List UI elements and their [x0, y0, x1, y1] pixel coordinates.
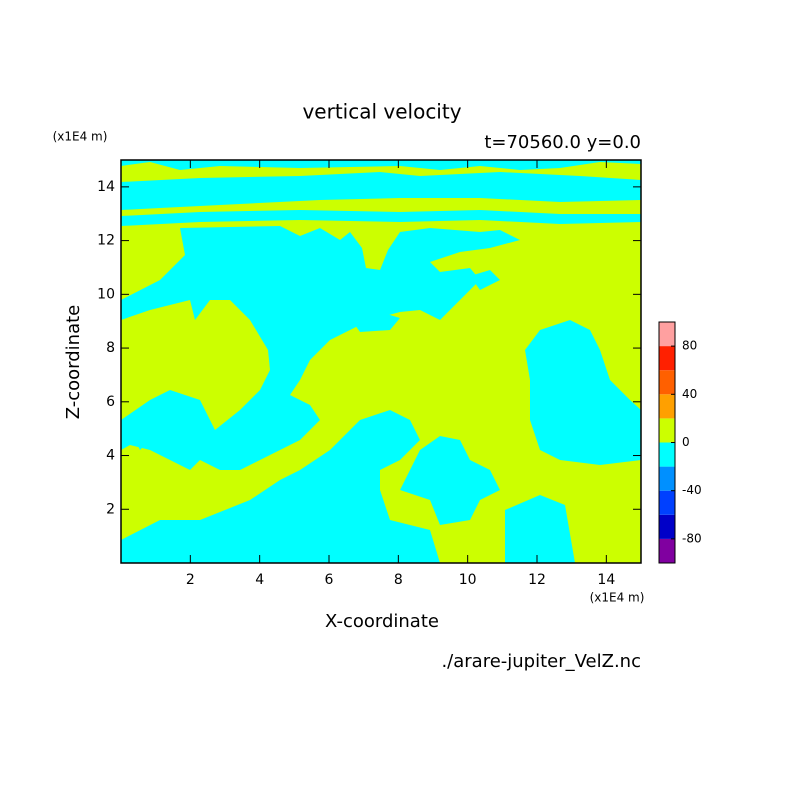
colorbar-band	[659, 370, 675, 395]
colorbar-band	[659, 514, 675, 539]
chart-subtitle: t=70560.0 y=0.0	[484, 132, 641, 153]
x-tick-label: 2	[186, 572, 195, 588]
x-tick-label: 4	[255, 572, 264, 588]
colorbar-band	[659, 394, 675, 419]
colorbar-tick-label: -80	[682, 531, 702, 545]
contour-field	[121, 160, 641, 563]
y-axis-label: Z-coordinate	[63, 305, 84, 420]
colorbar-band	[659, 346, 675, 371]
chart-title: vertical velocity	[302, 100, 461, 124]
colorbar-tick-label: -40	[682, 483, 702, 497]
y-tick-label: 10	[97, 286, 115, 302]
y-tick-label: 8	[106, 340, 115, 356]
colorbar-band	[659, 538, 675, 563]
plot-frame	[120, 159, 642, 564]
colorbar-tick-label: 40	[682, 387, 697, 401]
colorbar-band	[659, 466, 675, 491]
y-tick-label: 6	[106, 394, 115, 410]
source-label: ./arare-jupiter_VelZ.nc	[441, 651, 641, 672]
y-tick-label: 14	[97, 179, 115, 195]
colorbar-band	[659, 418, 675, 443]
y-tick-label: 2	[106, 501, 115, 517]
y-tick-label: 4	[106, 448, 115, 464]
colorbar-tick-label: 0	[682, 435, 690, 449]
colorbar-band	[659, 322, 675, 347]
y-tick-label: 12	[97, 233, 115, 249]
x-tick-label: 10	[459, 572, 477, 588]
x-axis-label: X-coordinate	[325, 611, 439, 632]
colorbar-band	[659, 490, 675, 515]
x-tick-label: 6	[325, 572, 334, 588]
y-unit: (x1E4 m)	[53, 130, 108, 144]
x-unit: (x1E4 m)	[590, 591, 645, 605]
x-tick-label: 12	[528, 572, 546, 588]
colorbar-band	[659, 442, 675, 467]
colorbar-tick-label: 80	[682, 339, 697, 353]
x-tick-label: 14	[597, 572, 615, 588]
x-tick-label: 8	[394, 572, 403, 588]
